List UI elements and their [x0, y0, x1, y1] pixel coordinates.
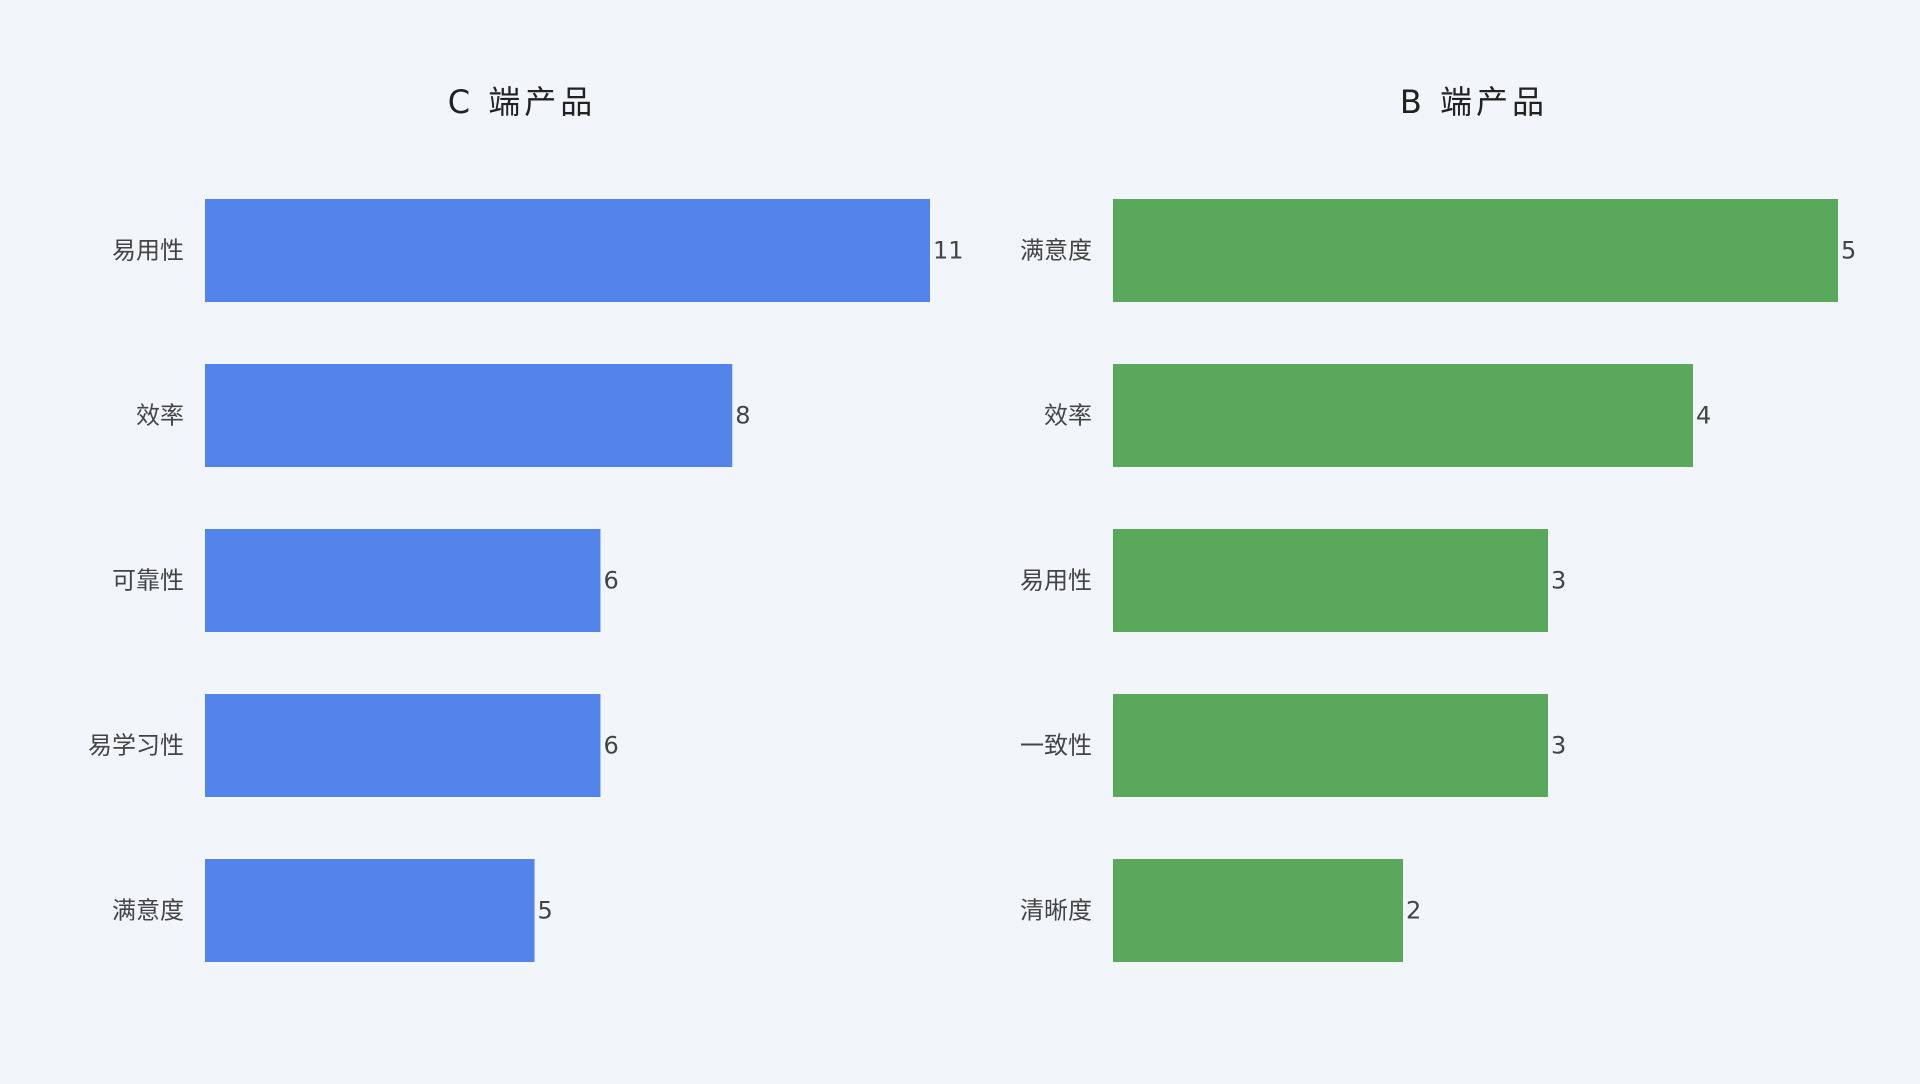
bar	[1113, 529, 1548, 632]
value-label: 4	[1696, 402, 1711, 430]
bar	[205, 694, 601, 797]
bar	[1113, 364, 1693, 467]
bar	[1113, 694, 1548, 797]
bar	[205, 859, 535, 962]
value-label: 6	[603, 567, 618, 595]
chart-title: B 端产品	[1400, 83, 1548, 121]
value-label: 6	[603, 732, 618, 760]
value-label: 8	[735, 402, 750, 430]
category-label: 满意度	[1020, 237, 1092, 265]
bar	[205, 199, 930, 302]
bar	[1113, 859, 1403, 962]
value-label: 5	[1841, 237, 1856, 265]
category-label: 效率	[136, 402, 184, 430]
chart-panel-b: B 端产品 满意度 5 效率 4 易用性 3 一致性 3 清晰度 2	[1020, 83, 1856, 962]
category-label: 清晰度	[1020, 897, 1092, 925]
category-label: 可靠性	[112, 567, 184, 595]
chart-panel-c: C 端产品 易用性 11 效率 8 可靠性 6 易学习性 6 满意度 5	[88, 83, 964, 962]
category-label: 一致性	[1020, 732, 1092, 760]
bar	[1113, 199, 1838, 302]
value-label: 2	[1406, 897, 1421, 925]
chart-title: C 端产品	[448, 83, 597, 121]
category-label: 效率	[1044, 402, 1092, 430]
bar	[205, 529, 601, 632]
value-label: 5	[538, 897, 553, 925]
bar	[205, 364, 733, 467]
value-label: 3	[1551, 567, 1566, 595]
category-label: 满意度	[112, 897, 184, 925]
value-label: 3	[1551, 732, 1566, 760]
value-label: 11	[933, 237, 964, 265]
category-label: 易用性	[1020, 567, 1092, 595]
category-label: 易用性	[112, 237, 184, 265]
category-label: 易学习性	[88, 732, 184, 760]
